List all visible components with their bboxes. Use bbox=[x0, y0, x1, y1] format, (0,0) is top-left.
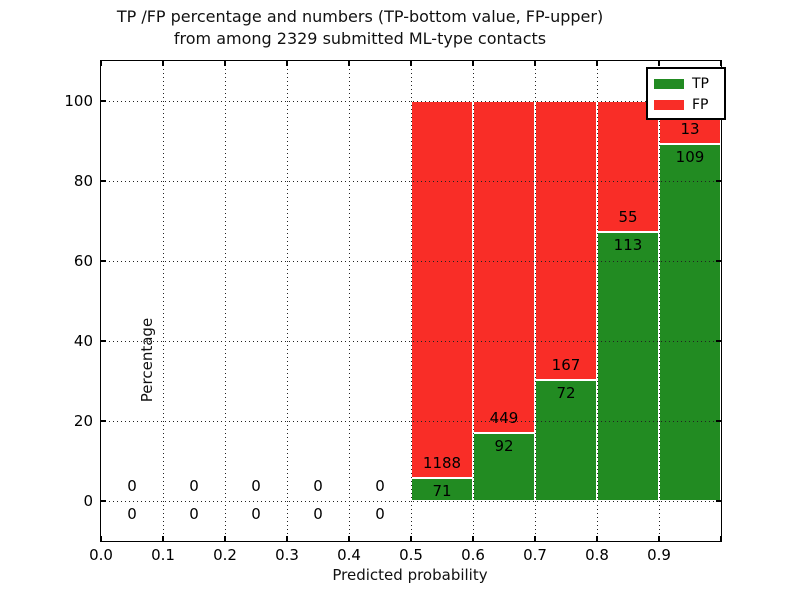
legend-item-fp: FP bbox=[654, 94, 718, 115]
grid-line-vertical bbox=[225, 61, 226, 541]
chart-title-line1: TP /FP percentage and numbers (TP-bottom… bbox=[116, 7, 604, 26]
x-tick-mark-top bbox=[410, 61, 412, 66]
x-tick-label: 0.1 bbox=[151, 546, 175, 564]
x-tick-mark-top bbox=[596, 61, 598, 66]
x-tick-mark bbox=[596, 536, 598, 541]
bar-count-label-tp: 0 bbox=[127, 505, 137, 523]
bar-count-label-fp: 449 bbox=[489, 408, 519, 427]
x-tick-mark bbox=[162, 536, 164, 541]
plot-area: Percentage TP FP 0 0 0 0 0 0 0 0 0 0 1188 71 449 92 16… bbox=[64, 60, 726, 564]
x-tick-mark-top bbox=[658, 61, 660, 66]
bar-segment-fp bbox=[411, 101, 473, 479]
bar-count-label-fp: 0 bbox=[251, 477, 261, 495]
y-tick-mark-right bbox=[716, 340, 721, 342]
grid-line-vertical bbox=[473, 61, 474, 541]
bar-count-label-fp: 0 bbox=[375, 477, 385, 495]
x-tick-mark-top bbox=[472, 61, 474, 66]
x-tick-label: 0.8 bbox=[585, 546, 609, 564]
x-tick-mark-top bbox=[100, 61, 102, 66]
bar-count-label-tp: 0 bbox=[251, 505, 261, 523]
x-tick-label: 0.9 bbox=[647, 546, 671, 564]
bar-count-label-tp: 72 bbox=[556, 384, 576, 403]
y-tick-mark-right bbox=[716, 260, 721, 262]
y-axis-label: Percentage bbox=[138, 317, 156, 403]
y-tick-mark-right bbox=[716, 180, 721, 182]
x-axis-label: Predicted probability bbox=[332, 566, 488, 584]
grid-line-vertical bbox=[535, 61, 536, 541]
fp-color-swatch bbox=[654, 99, 684, 110]
bar-count-label-fp: 0 bbox=[313, 477, 323, 495]
y-tick-mark bbox=[101, 340, 106, 342]
y-tick-mark bbox=[101, 420, 106, 422]
x-tick-mark-top bbox=[162, 61, 164, 66]
bar-segment-fp bbox=[535, 101, 597, 381]
x-tick-mark-top bbox=[534, 61, 536, 66]
y-tick-mark bbox=[101, 260, 106, 262]
x-tick-label: 0.7 bbox=[523, 546, 547, 564]
x-tick-label: 0.3 bbox=[275, 546, 299, 564]
y-tick-mark-right bbox=[716, 420, 721, 422]
grid-line-vertical bbox=[163, 61, 164, 541]
x-tick-label: 0.4 bbox=[337, 546, 361, 564]
x-tick-mark bbox=[224, 536, 226, 541]
x-tick-label: 0.6 bbox=[461, 546, 485, 564]
bar-segment-tp bbox=[473, 432, 535, 501]
bar-segment-fp bbox=[473, 101, 535, 433]
legend-label-tp: TP bbox=[692, 75, 709, 92]
bar-count-label-tp: 113 bbox=[613, 235, 643, 254]
x-tick-mark-top bbox=[224, 61, 226, 66]
x-tick-mark bbox=[658, 536, 660, 541]
x-tick-label: 0.5 bbox=[399, 546, 423, 564]
bar-count-label-fp: 55 bbox=[618, 207, 638, 226]
grid-line-vertical bbox=[287, 61, 288, 541]
y-tick-mark bbox=[101, 180, 106, 182]
x-tick-mark-top bbox=[348, 61, 350, 66]
x-tick-label: 0.0 bbox=[89, 546, 113, 564]
bar-count-label-tp: 0 bbox=[375, 505, 385, 523]
y-tick-mark bbox=[101, 500, 106, 502]
bar-count-label-tp: 0 bbox=[313, 505, 323, 523]
grid-line-vertical bbox=[659, 61, 660, 541]
x-tick-mark bbox=[720, 536, 722, 541]
y-tick-mark-right bbox=[716, 500, 721, 502]
x-tick-mark-top bbox=[720, 61, 722, 66]
grid-line-vertical bbox=[597, 61, 598, 541]
legend: TP FP bbox=[646, 67, 726, 120]
grid-line-vertical bbox=[349, 61, 350, 541]
bar-segment-tp bbox=[659, 143, 721, 501]
x-tick-mark-top bbox=[286, 61, 288, 66]
y-tick-label: 100 bbox=[64, 92, 93, 110]
bar-count-label-fp: 1188 bbox=[422, 454, 462, 473]
x-tick-label: 0.2 bbox=[213, 546, 237, 564]
x-tick-mark bbox=[472, 536, 474, 541]
x-tick-mark bbox=[100, 536, 102, 541]
bar-count-label-fp: 0 bbox=[189, 477, 199, 495]
legend-label-fp: FP bbox=[692, 96, 709, 113]
y-tick-label: 40 bbox=[73, 332, 93, 350]
bar-count-label-tp: 71 bbox=[432, 482, 452, 501]
x-tick-mark bbox=[534, 536, 536, 541]
bar-segment-tp bbox=[597, 231, 659, 501]
bar-count-label-fp: 167 bbox=[551, 356, 581, 375]
bar-count-label-tp: 109 bbox=[675, 147, 705, 166]
bar-segment-tp bbox=[535, 380, 597, 501]
y-tick-label: 0 bbox=[83, 492, 93, 510]
bar-count-label-fp: 0 bbox=[127, 477, 137, 495]
grid-line-vertical bbox=[411, 61, 412, 541]
tp-color-swatch bbox=[654, 78, 684, 89]
bar-count-label-tp: 92 bbox=[494, 436, 514, 455]
y-tick-label: 80 bbox=[73, 172, 93, 190]
x-tick-mark bbox=[410, 536, 412, 541]
x-tick-mark bbox=[348, 536, 350, 541]
legend-item-tp: TP bbox=[654, 73, 718, 94]
x-tick-mark bbox=[286, 536, 288, 541]
bar-count-label-tp: 0 bbox=[189, 505, 199, 523]
chart-title-line2: from among 2329 submitted ML-type contac… bbox=[173, 29, 547, 48]
y-tick-label: 20 bbox=[73, 412, 93, 430]
bar-count-label-fp: 13 bbox=[680, 119, 700, 138]
y-tick-mark bbox=[101, 100, 106, 102]
y-tick-label: 60 bbox=[73, 252, 93, 270]
